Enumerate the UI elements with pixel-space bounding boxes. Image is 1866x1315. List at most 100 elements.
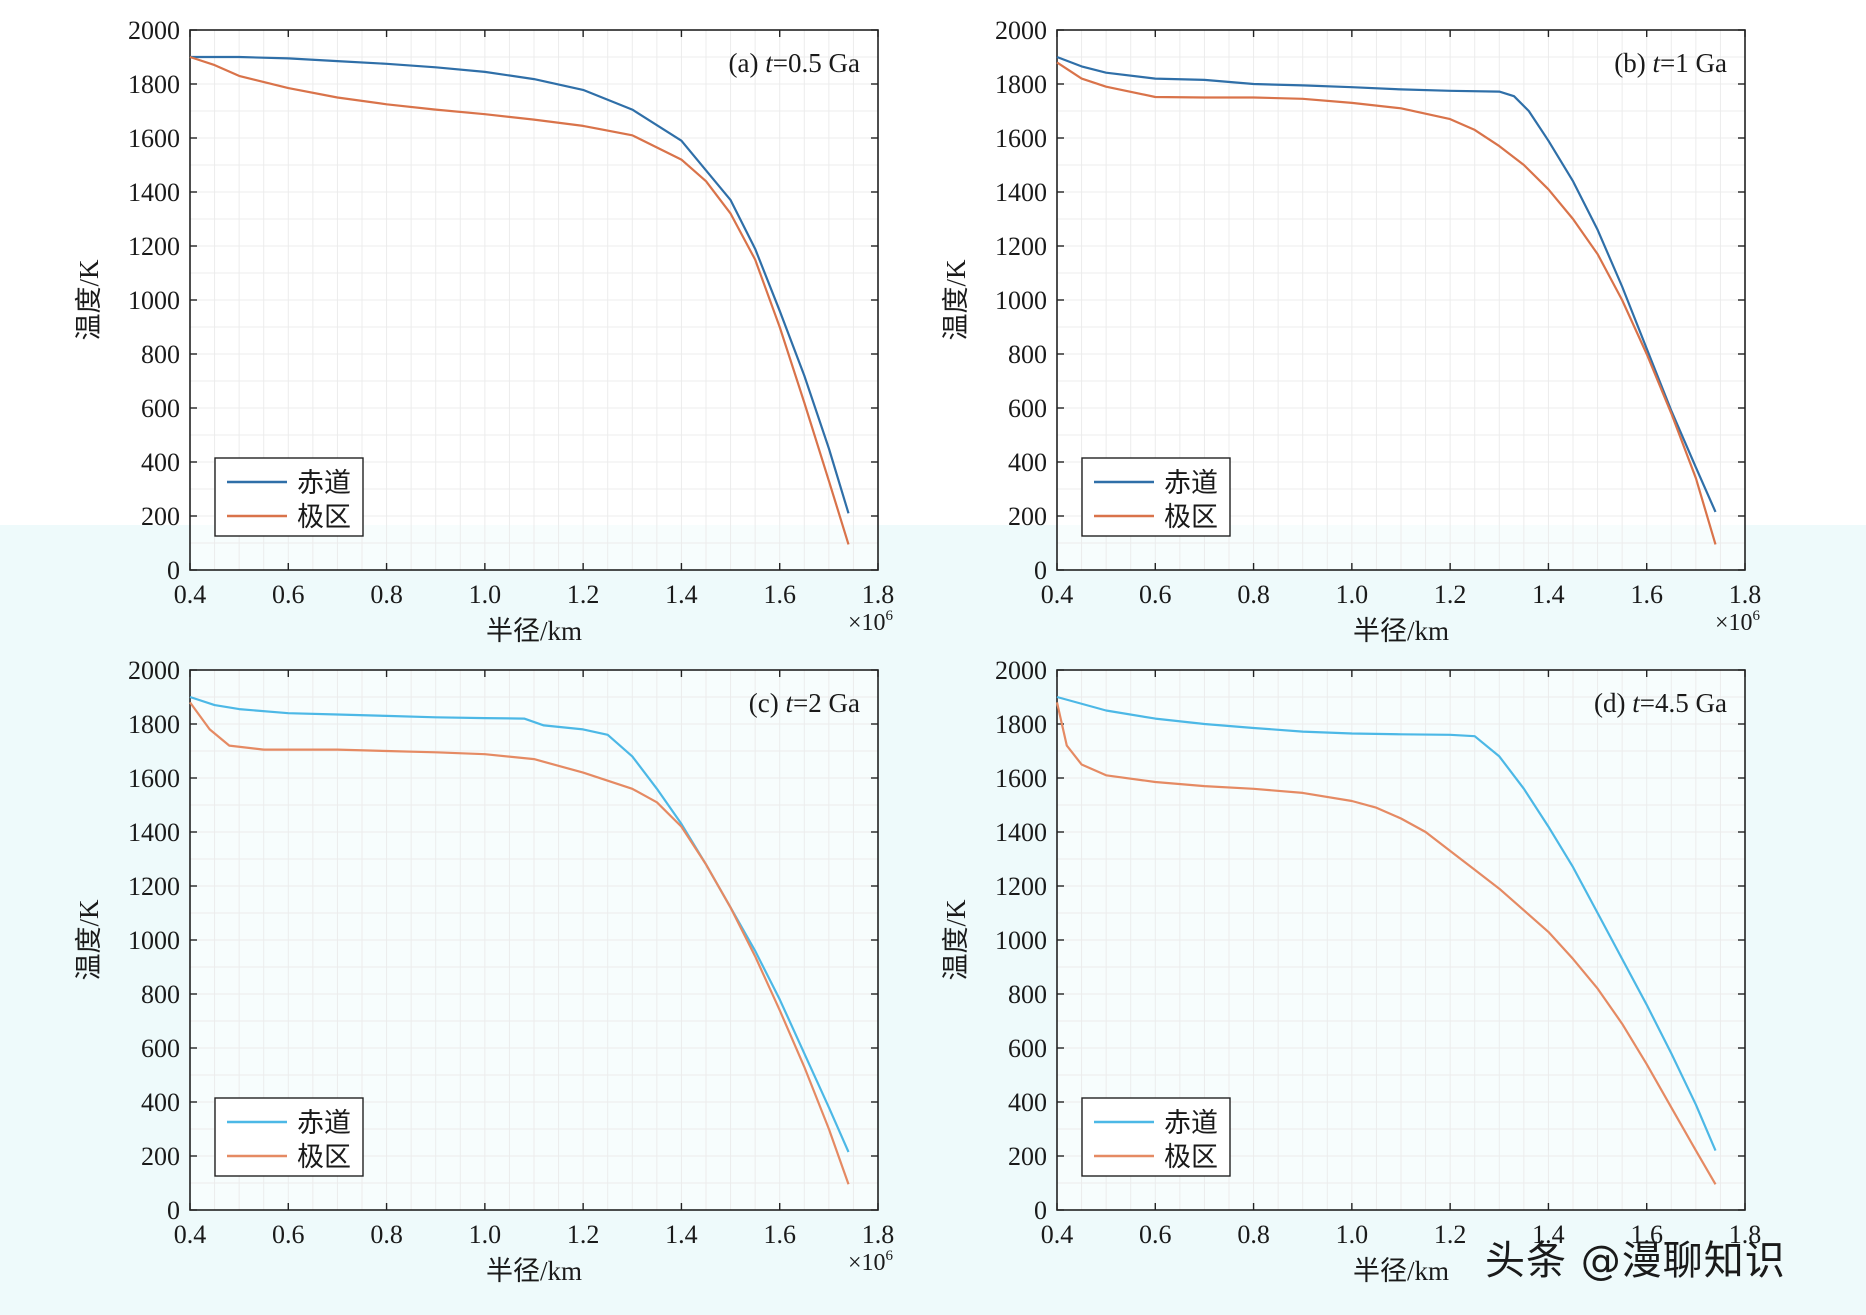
series-line-equator [1056, 695, 1717, 1152]
y-tick-label: 800 [141, 340, 180, 369]
y-tick-label: 200 [141, 502, 180, 531]
chart-panel-3: 0 200 400 600 800 1000 1200 1400 1600 1800 2000 0.4… [74, 656, 894, 1286]
x-tick-label: 1.0 [1336, 1220, 1369, 1249]
x-tick-label: 1.8 [1729, 580, 1762, 609]
y-tick-label: 200 [1008, 1142, 1047, 1171]
y-tick-label: 2000 [995, 656, 1047, 685]
y-tick-label: 600 [141, 1034, 180, 1063]
y-tick-label: 800 [1008, 340, 1047, 369]
x-axis-label: 半径/km [1353, 1256, 1449, 1286]
y-tick-label: 2000 [128, 16, 180, 45]
x-tick-label: 1.6 [763, 1220, 796, 1249]
panel-title: (d) t=4.5 Ga [1594, 688, 1727, 718]
x-tick-label: 1.2 [567, 1220, 600, 1249]
legend-label: 极区 [1164, 502, 1218, 532]
y-tick-label: 1000 [995, 286, 1047, 315]
series-line-pole [1056, 61, 1717, 545]
legend-label: 赤道 [297, 1108, 351, 1138]
y-tick-label: 1000 [128, 926, 180, 955]
x-axis-label: 半径/km [486, 1256, 582, 1286]
y-tick-label: 1000 [128, 286, 180, 315]
x-multiplier: ×106 [848, 608, 894, 636]
x-tick-label: 0.8 [370, 1220, 403, 1249]
y-tick-label: 1400 [995, 178, 1047, 207]
y-tick-label: 400 [1008, 448, 1047, 477]
y-axis-label: 温度/K [941, 259, 971, 341]
x-tick-label: 0.6 [272, 580, 305, 609]
x-tick-label: 1.8 [862, 580, 895, 609]
panel-title: (c) t=2 Ga [749, 688, 860, 718]
series-line-pole [1055, 702, 1717, 1185]
x-tick-label: 1.0 [469, 1220, 502, 1249]
x-tick-label: 1.0 [469, 580, 502, 609]
series-line-equator [190, 55, 850, 514]
legend-label: 极区 [297, 502, 351, 532]
y-tick-label: 1600 [128, 124, 180, 153]
x-tick-label: 1.4 [1532, 580, 1565, 609]
x-tick-label: 0.4 [1041, 580, 1074, 609]
watermark-text: 头条 @漫聊知识 [1485, 1238, 1786, 1284]
chart-panel-4: 0 200 400 600 800 1000 1200 1400 1600 1800 2000 0.4… [941, 656, 1761, 1286]
y-tick-label: 0 [1034, 1196, 1047, 1225]
y-axis-label: 温度/K [941, 899, 971, 981]
grid [190, 670, 878, 1210]
y-axis-label: 温度/K [74, 259, 104, 341]
y-tick-label: 0 [1034, 556, 1047, 585]
x-axis-label: 半径/km [486, 616, 582, 646]
legend-label: 赤道 [1164, 468, 1218, 498]
y-tick-label: 1200 [128, 232, 180, 261]
y-tick-label: 1800 [128, 70, 180, 99]
x-axis-label: 半径/km [1353, 616, 1449, 646]
y-tick-label: 600 [1008, 394, 1047, 423]
y-tick-label: 200 [1008, 502, 1047, 531]
x-tick-label: 1.2 [1434, 1220, 1467, 1249]
legend-label: 极区 [1164, 1142, 1218, 1172]
y-tick-label: 1600 [995, 764, 1047, 793]
x-tick-label: 1.4 [665, 580, 698, 609]
y-tick-label: 1800 [128, 710, 180, 739]
x-tick-label: 1.6 [1630, 1220, 1663, 1249]
x-multiplier: ×106 [1715, 608, 1761, 636]
x-tick-label: 1.8 [862, 1220, 895, 1249]
y-tick-label: 1400 [128, 818, 180, 847]
y-tick-label: 800 [141, 980, 180, 1009]
x-tick-label: 0.8 [370, 580, 403, 609]
y-tick-label: 1400 [128, 178, 180, 207]
x-tick-label: 0.4 [174, 1220, 207, 1249]
panel-title: (b) t=1 Ga [1614, 48, 1727, 78]
x-tick-label: 1.4 [665, 1220, 698, 1249]
y-tick-label: 0 [167, 1196, 180, 1225]
y-tick-label: 0 [167, 556, 180, 585]
series-line-pole [189, 55, 850, 545]
y-tick-label: 600 [141, 394, 180, 423]
x-tick-label: 0.4 [1041, 1220, 1074, 1249]
x-tick-label: 0.4 [174, 580, 207, 609]
x-tick-label: 0.8 [1237, 580, 1270, 609]
x-tick-label: 1.4 [1532, 1220, 1565, 1249]
chart-panel-2: 0 200 400 600 800 1000 1200 1400 1600 1800 2000 0.4… [941, 16, 1761, 646]
grid [190, 30, 878, 570]
legend-box [214, 1097, 364, 1177]
y-tick-label: 1600 [128, 764, 180, 793]
legend-box [1081, 457, 1231, 537]
x-tick-label: 0.8 [1237, 1220, 1270, 1249]
y-tick-label: 400 [141, 1088, 180, 1117]
x-tick-label: 0.6 [1139, 580, 1172, 609]
series-line-equator [189, 695, 850, 1153]
x-tick-label: 1.6 [1630, 580, 1663, 609]
x-tick-label: 1.2 [1434, 580, 1467, 609]
x-tick-label: 1.0 [1336, 580, 1369, 609]
y-tick-label: 1200 [128, 872, 180, 901]
x-multiplier: ×106 [848, 1248, 894, 1276]
y-tick-label: 400 [1008, 1088, 1047, 1117]
y-tick-label: 1200 [995, 872, 1047, 901]
legend-box [1081, 1097, 1231, 1177]
legend-box [214, 457, 364, 537]
x-tick-label: 0.6 [1139, 1220, 1172, 1249]
legend-label: 极区 [297, 1142, 351, 1172]
